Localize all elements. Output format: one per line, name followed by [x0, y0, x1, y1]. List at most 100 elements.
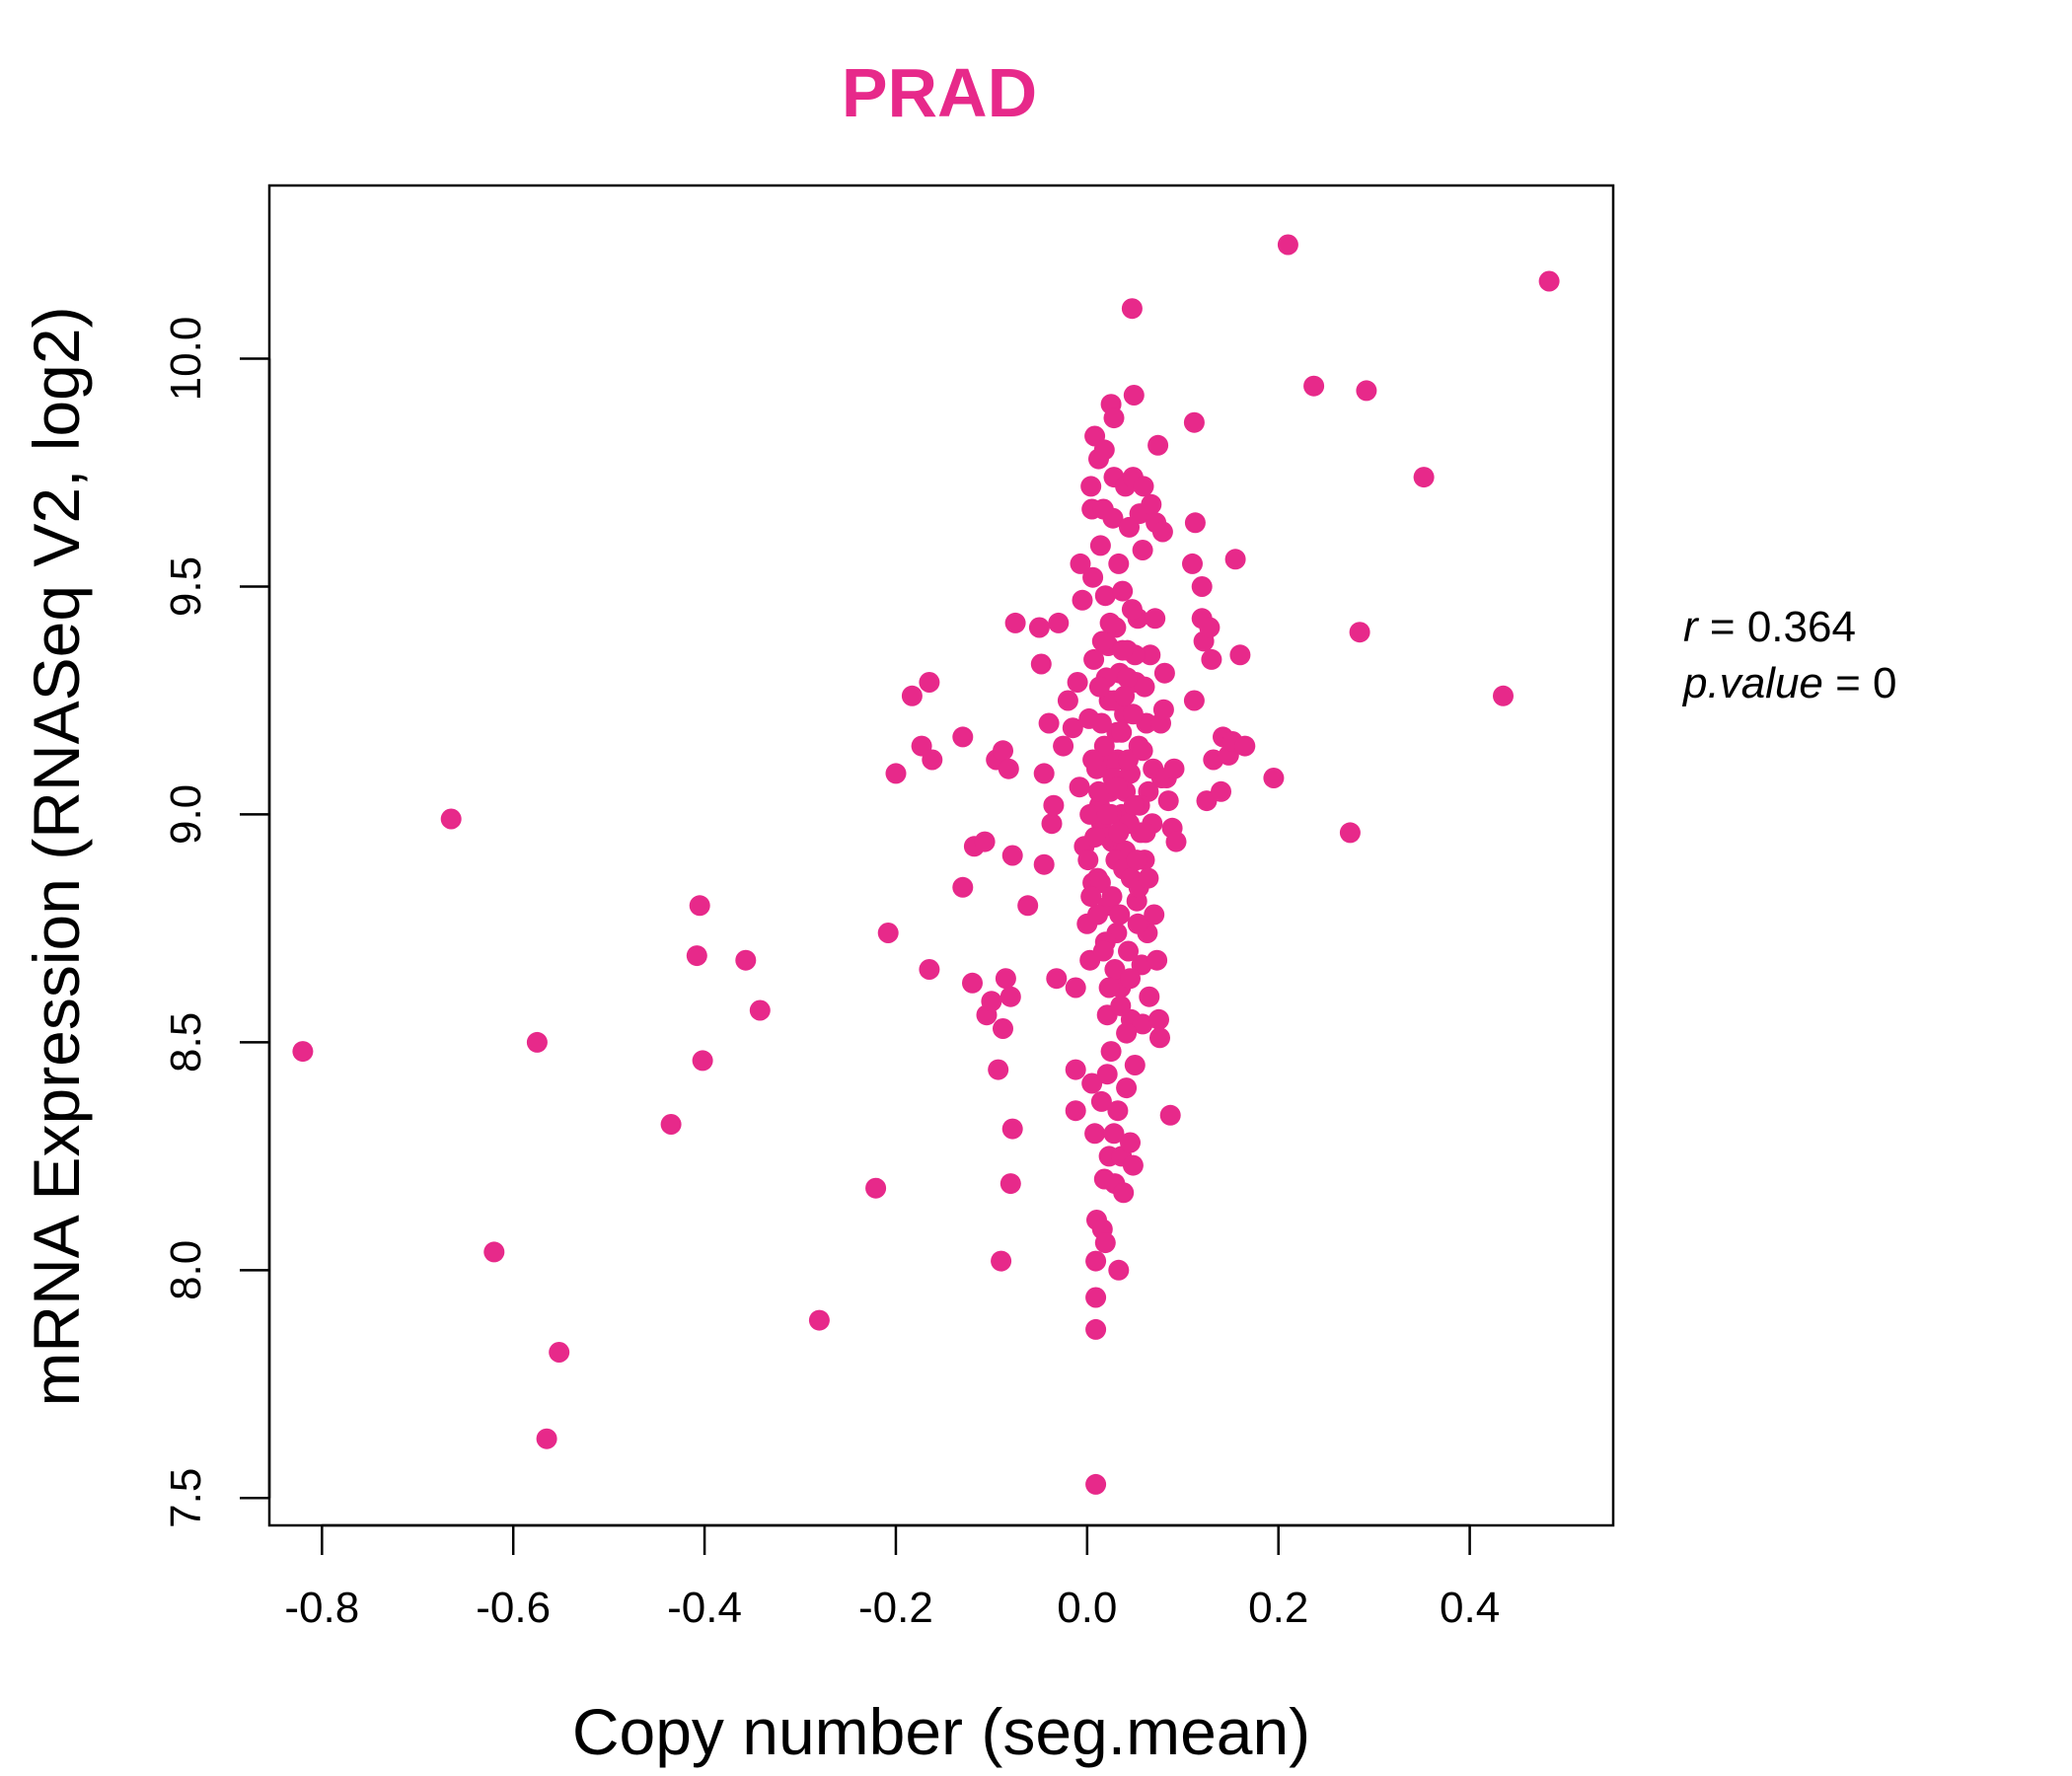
data-point-164 — [1157, 790, 1179, 812]
data-point-239 — [1138, 867, 1159, 889]
data-point-97 — [1100, 1041, 1122, 1063]
p-label: p.value — [1681, 659, 1823, 707]
y-axis: 7.5 8.0 8.5 9.0 9.5 10.0 — [162, 317, 271, 1528]
data-point-39 — [1004, 612, 1026, 633]
data-point-22 — [952, 876, 974, 898]
data-point-228 — [1079, 803, 1101, 825]
plot-frame — [267, 184, 1615, 1527]
data-point-0 — [292, 1041, 314, 1063]
data-point-13 — [865, 1177, 887, 1199]
data-point-151 — [1144, 904, 1165, 925]
data-point-156 — [1148, 1008, 1169, 1030]
data-point-32 — [993, 1018, 1013, 1039]
data-point-130 — [1123, 385, 1145, 406]
y-tick-label: 9.5 — [162, 556, 210, 617]
data-point-66 — [1081, 1073, 1103, 1094]
data-point-6 — [660, 1114, 682, 1135]
data-point-235 — [1123, 794, 1145, 816]
data-point-30 — [991, 1250, 1012, 1272]
data-point-131 — [1124, 1055, 1146, 1075]
data-point-230 — [1087, 904, 1108, 925]
data-point-80 — [1089, 535, 1111, 556]
data-point-232 — [1108, 822, 1130, 844]
data-point-10 — [735, 949, 757, 971]
data-point-49 — [1048, 612, 1070, 633]
data-point-29 — [988, 1059, 1009, 1080]
data-point-21 — [952, 726, 974, 748]
data-point-88 — [1094, 1232, 1116, 1254]
data-point-190 — [1339, 822, 1361, 844]
data-point-53 — [1065, 977, 1086, 999]
data-point-82 — [1090, 1090, 1112, 1112]
data-point-169 — [1183, 411, 1205, 433]
data-point-146 — [1139, 986, 1160, 1007]
data-point-47 — [1043, 794, 1065, 816]
data-point-115 — [1112, 580, 1134, 602]
data-point-85 — [1093, 439, 1115, 461]
data-point-225 — [1104, 959, 1126, 980]
data-point-5 — [549, 1342, 570, 1363]
data-point-245 — [1080, 886, 1102, 908]
data-point-74 — [1085, 1318, 1107, 1340]
data-point-110 — [1108, 1259, 1130, 1281]
data-point-50 — [1053, 735, 1074, 757]
data-point-238 — [1135, 822, 1156, 844]
data-point-247 — [1098, 977, 1120, 999]
data-point-155 — [1147, 434, 1169, 456]
data-point-44 — [1033, 853, 1055, 875]
data-point-191 — [1349, 622, 1370, 643]
y-tick-label: 10.0 — [162, 317, 210, 402]
data-point-248 — [1120, 968, 1141, 990]
r-label: r — [1683, 603, 1700, 651]
data-point-221 — [1099, 612, 1121, 633]
data-point-54 — [1065, 1100, 1086, 1122]
data-point-186 — [1234, 735, 1256, 757]
x-tick-label: 0.0 — [1057, 1584, 1117, 1632]
data-point-35 — [999, 986, 1021, 1007]
data-point-34 — [998, 758, 1019, 779]
data-point-87 — [1094, 585, 1116, 607]
data-point-157 — [1149, 1027, 1170, 1049]
data-point-116 — [1113, 1182, 1135, 1204]
data-point-193 — [1413, 467, 1435, 488]
data-point-57 — [1069, 777, 1090, 798]
data-point-122 — [1118, 940, 1139, 962]
data-point-184 — [1224, 549, 1246, 570]
data-point-125 — [1120, 1132, 1141, 1153]
y-axis-title: mRNA Expression (RNASeq V2, log2) — [20, 306, 93, 1406]
data-point-152 — [1145, 608, 1166, 629]
data-point-20 — [919, 959, 940, 980]
data-point-16 — [901, 685, 923, 706]
data-point-7 — [689, 895, 710, 917]
data-point-48 — [1046, 968, 1068, 990]
data-point-102 — [1103, 407, 1125, 429]
data-point-227 — [1116, 1022, 1138, 1044]
data-point-201 — [1088, 780, 1109, 802]
data-point-241 — [1096, 803, 1118, 825]
y-tick-label: 9.0 — [162, 784, 210, 845]
data-point-213 — [1084, 827, 1106, 848]
data-point-40 — [1017, 895, 1039, 917]
data-point-194 — [1493, 685, 1514, 706]
data-point-41 — [1028, 617, 1050, 638]
data-point-185 — [1229, 644, 1251, 666]
data-point-37 — [1001, 1118, 1023, 1140]
data-point-72 — [1085, 1250, 1107, 1272]
r-value: 0.364 — [1747, 603, 1856, 651]
data-point-9 — [692, 1050, 713, 1072]
data-point-27 — [981, 991, 1002, 1012]
data-point-202 — [1093, 735, 1115, 757]
data-point-167 — [1163, 758, 1185, 779]
data-point-206 — [1111, 721, 1133, 743]
data-point-52 — [1062, 717, 1083, 739]
p-annotation: p.value = 0 — [1681, 659, 1897, 707]
data-point-127 — [1121, 298, 1143, 320]
data-point-68 — [1082, 566, 1104, 588]
data-point-56 — [1067, 672, 1088, 693]
data-point-249 — [1127, 913, 1148, 934]
chart-title: PRAD — [842, 54, 1037, 131]
data-point-59 — [1072, 589, 1093, 611]
data-point-233 — [1112, 639, 1134, 661]
data-point-108 — [1107, 1100, 1129, 1122]
data-point-172 — [1183, 690, 1205, 711]
